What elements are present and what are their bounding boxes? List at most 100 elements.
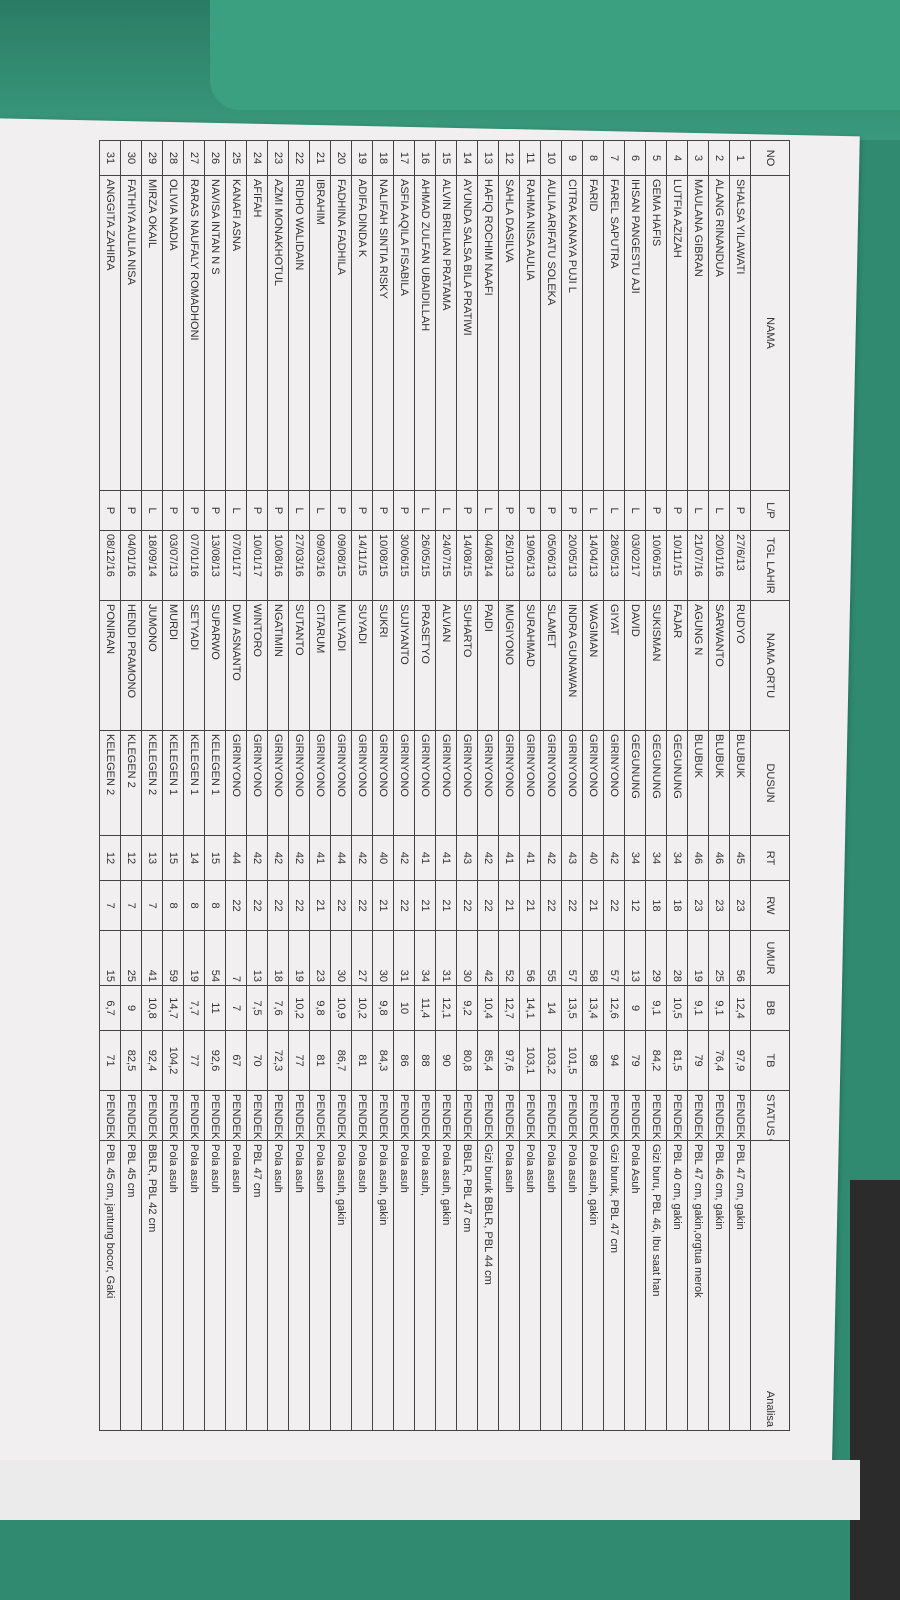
cell-tb: 82,5	[120, 1030, 142, 1091]
cell-status-gizi: PENDEK	[204, 1090, 226, 1141]
cell-analisa: Pola asuh, gakin	[372, 1140, 394, 1431]
cell-no: 9	[561, 140, 583, 176]
cell-dusun: KELEGEN 1	[204, 730, 226, 836]
table-row: 15 ALVIN BRILIAN PRATAMA L 24/07/15 ALVIAN GI…	[435, 140, 457, 1431]
cell-status-gizi: PENDEK	[603, 1090, 625, 1141]
cell-tgl-lahir: 07/01/17	[225, 530, 247, 601]
cell-rt: 45	[729, 835, 751, 881]
cell-status-gizi: PENDEK	[540, 1090, 562, 1141]
table-row: 20 FADHINA FADHILA P 09/08/15 MULYADI GIRINYO…	[330, 140, 352, 1431]
cell-nama: ALVIN BRILIAN PRATAMA	[435, 175, 457, 491]
cell-lp: L	[477, 490, 499, 531]
cell-analisa: Pola asuh, gakin	[435, 1140, 457, 1431]
cell-status-gizi: PENDEK	[183, 1090, 205, 1141]
cell-umur: 58	[582, 930, 604, 986]
cell-analisa: Pola asuh	[498, 1140, 520, 1431]
cell-rw: 7	[141, 880, 163, 931]
cell-dusun: GEGUNUNG	[624, 730, 646, 836]
cell-rw: 22	[456, 880, 478, 931]
cell-lp: P	[204, 490, 226, 531]
cell-tb: 67	[225, 1030, 247, 1091]
cell-tb: 77	[288, 1030, 310, 1091]
cell-no: 30	[120, 140, 142, 176]
cell-rt: 12	[99, 835, 121, 881]
cell-dusun: GEGUNUNG	[645, 730, 667, 836]
cell-bb: 12,1	[435, 985, 457, 1031]
printed-table-rotated: NO NAMA L/P TGL LAHIR NAMA ORTU DUSUN RT…	[99, 140, 790, 1431]
cell-no: 15	[435, 140, 457, 176]
table-row: 6 IHSAN PANGESTU AJI L 03/02/17 DAVID GEGUNUN…	[624, 140, 646, 1431]
cell-status-gizi: PENDEK	[561, 1090, 583, 1141]
cell-dusun: KELEGEN 1	[162, 730, 184, 836]
cell-status-gizi: PENDEK	[708, 1090, 730, 1141]
header-tgl-lahir: TGL LAHIR	[750, 530, 790, 601]
cell-umur: 31	[393, 930, 415, 986]
table-row: 21 IBRAHIM L 09/03/16 CITARUM GIRINYONO 41 21 23…	[309, 140, 331, 1431]
cell-rw: 22	[288, 880, 310, 931]
cell-nama: AZMI MONAKHOTUL	[267, 175, 289, 491]
cell-lp: P	[372, 490, 394, 531]
cell-tgl-lahir: 30/06/15	[393, 530, 415, 601]
cell-tgl-lahir: 05/06/13	[540, 530, 562, 601]
paper-stack-edge	[0, 1460, 860, 1520]
cell-no: 17	[393, 140, 415, 176]
cell-tb: 79	[687, 1030, 709, 1091]
cell-lp: P	[519, 490, 541, 531]
cell-no: 20	[330, 140, 352, 176]
cell-no: 2	[708, 140, 730, 176]
cell-nama-ortu: AGUNG N	[687, 600, 709, 731]
cell-no: 11	[519, 140, 541, 176]
cell-tb: 85,4	[477, 1030, 499, 1091]
cell-tgl-lahir: 07/01/16	[183, 530, 205, 601]
cell-nama-ortu: DAVID	[624, 600, 646, 731]
cell-umur: 30	[372, 930, 394, 986]
cell-nama-ortu: WINTORO	[246, 600, 268, 731]
cell-bb: 7,5	[246, 985, 268, 1031]
cell-nama: SHALSA YILAWATI	[729, 175, 751, 491]
cell-analisa: PBL 45 cm	[120, 1140, 142, 1431]
cell-nama-ortu: MURDI	[162, 600, 184, 731]
cell-umur: 57	[561, 930, 583, 986]
table-row: 8 FARID L 14/04/13 WAGIMAN GIRINYONO 40 21 58 13,…	[582, 140, 604, 1431]
cell-dusun: GIRINYONO	[519, 730, 541, 836]
cell-rw: 7	[99, 880, 121, 931]
table-body: 1 SHALSA YILAWATI P 27/6/13 RUDYO BLUBUK 45 23 5…	[99, 140, 751, 1431]
cell-dusun: GIRINYONO	[477, 730, 499, 836]
child-nutrition-table: NO NAMA L/P TGL LAHIR NAMA ORTU DUSUN RT…	[99, 140, 790, 1431]
header-nama: NAMA	[750, 175, 790, 491]
cell-tgl-lahir: 26/10/13	[498, 530, 520, 601]
cell-rt: 42	[267, 835, 289, 881]
cell-status-gizi: PENDEK	[498, 1090, 520, 1141]
cell-status-gizi: PENDEK	[687, 1090, 709, 1141]
cell-tgl-lahir: 20/05/13	[561, 530, 583, 601]
cell-umur: 19	[183, 930, 205, 986]
cell-nama-ortu: SARWANTO	[708, 600, 730, 731]
cell-tgl-lahir: 28/05/13	[603, 530, 625, 601]
cell-umur: 19	[687, 930, 709, 986]
cell-nama-ortu: SUPARWO	[204, 600, 226, 731]
cell-umur: 29	[645, 930, 667, 986]
cell-tb: 70	[246, 1030, 268, 1091]
cell-tb: 86,7	[330, 1030, 352, 1091]
cell-rt: 41	[414, 835, 436, 881]
cell-rt: 13	[141, 835, 163, 881]
cell-no: 3	[687, 140, 709, 176]
cell-lp: L	[309, 490, 331, 531]
cell-lp: P	[267, 490, 289, 531]
cell-no: 10	[540, 140, 562, 176]
cell-nama: MIRZA OKAIL	[141, 175, 163, 491]
cell-nama: NALIFAH SINTIA RISKY	[372, 175, 394, 491]
header-bb: BB	[750, 985, 790, 1031]
cell-rt: 34	[624, 835, 646, 881]
cell-dusun: KELEGEN 1	[183, 730, 205, 836]
cell-tb: 90	[435, 1030, 457, 1091]
cell-umur: 28	[666, 930, 688, 986]
cell-no: 14	[456, 140, 478, 176]
cell-analisa: Pola asuh	[204, 1140, 226, 1431]
cell-lp: L	[687, 490, 709, 531]
cell-lp: L	[435, 490, 457, 531]
table-header-row: NO NAMA L/P TGL LAHIR NAMA ORTU DUSUN RT…	[750, 140, 790, 1431]
cell-rt: 15	[204, 835, 226, 881]
cell-bb: 12,4	[729, 985, 751, 1031]
cell-rt: 12	[120, 835, 142, 881]
